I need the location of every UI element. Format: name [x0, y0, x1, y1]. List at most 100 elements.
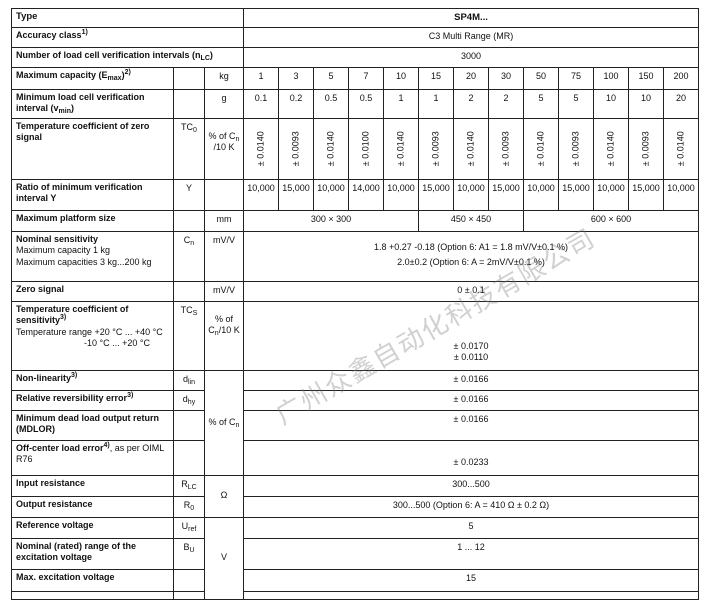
text: R [183, 499, 191, 510]
ratio-verification-interval-label: Ratio of minimum verification interval Y [11, 178, 174, 211]
value-line: 3000 [461, 50, 482, 61]
text: R [181, 478, 188, 489]
label-subline: Maximum capacity 1 kg [16, 245, 111, 255]
reference-voltage-value: 5 [242, 516, 700, 539]
label-title: Input resistance [16, 478, 85, 488]
text: Accuracy class [16, 29, 82, 40]
ratio-verification-interval-value: 14,000 [348, 178, 384, 211]
specification-table: Type SP4M... Accuracy class1) C3 Multi Ra… [11, 8, 700, 600]
footnote-marker: 3) [71, 371, 78, 379]
text: /10 K [218, 325, 240, 335]
label-title: Max. excitation voltage [16, 572, 115, 582]
ratio-verification-interval-unit [204, 178, 244, 211]
tc-zero-signal-value: ± 0.0140 [383, 117, 419, 180]
text: Maximum platform size [16, 212, 116, 223]
nominal-sensitivity-value: 1.8 +0.27 -0.18 (Option 6: A1 = 1.8 mV/V… [242, 230, 700, 282]
label-title: Accuracy class1) [16, 29, 88, 40]
tc-zero-signal-unit: % of Cn /10 K [204, 117, 244, 180]
label-title: Output resistance [16, 499, 93, 509]
output-resistance-row: Output resistance R0 300...500 (Option 6: … [11, 495, 700, 518]
subscript: n [235, 135, 240, 143]
max-platform-size-value: 600 × 600 [522, 209, 700, 232]
maximum-capacity-unit: kg [204, 66, 244, 90]
value-text: ± 0.0140 [465, 131, 476, 166]
type-label: Type [11, 8, 244, 28]
verification-intervals-value: 3000 [242, 46, 700, 68]
reversibility-error-symbol: dhy [173, 389, 205, 411]
label-title: Maximum capacity (Emax)2) [16, 68, 131, 82]
value-text: ± 0.0093 [640, 131, 651, 166]
text: B [183, 541, 190, 552]
text: Minimum load cell verification interval … [16, 91, 145, 114]
maximum-capacity-value: 7 [348, 66, 384, 90]
maximum-capacity-row: Maximum capacity (Emax)2) kg 1 3 5 7 10 15 20 30 5… [11, 66, 700, 90]
excitation-voltage-range-row: Nominal (rated) range of the excitation … [11, 537, 700, 570]
label-note: , as per OIML R76 [16, 442, 164, 465]
value-text: ± 0.0093 [500, 131, 511, 166]
label-subline: Maximum capacities 3 kg...200 kg [16, 256, 152, 267]
value-line: 5 [468, 520, 474, 531]
input-resistance-value: 300...500 [242, 474, 700, 497]
tc-sensitivity-unit: % of Cn/10 K [204, 300, 244, 371]
text: Minimum dead load output return (MDLOR) [16, 412, 159, 435]
ratio-verification-interval-value: 10,000 [383, 178, 419, 211]
text: d [182, 393, 188, 404]
accuracy-class-row: Accuracy class1) C3 Multi Range (MR) [11, 26, 700, 48]
subscript: 0 [193, 126, 197, 134]
min-verification-interval-value: 20 [662, 88, 700, 119]
excitation-voltage-range-symbol: BU [173, 537, 205, 570]
max-platform-size-value: 300 × 300 [243, 209, 419, 232]
subscript: S [192, 309, 198, 317]
mdlor-label: Minimum dead load output return (MDLOR) [11, 409, 174, 441]
label-title: Non-linearity3) [16, 371, 78, 383]
text: Maximum capacity (E [16, 69, 108, 80]
footnote-marker: 2) [124, 68, 131, 76]
verification-intervals-row: Number of load cell verification interva… [11, 46, 700, 68]
value-line: 15 [466, 572, 477, 583]
ratio-verification-interval-value: 10,000 [313, 178, 349, 211]
text: Reference voltage [16, 519, 94, 530]
min-verification-interval-value: 10 [628, 88, 664, 119]
text: TC [181, 121, 194, 132]
tc-zero-signal-value: ± 0.0140 [662, 117, 700, 180]
maximum-capacity-value: 50 [523, 66, 559, 90]
label-title: Off-center load error4) [16, 442, 110, 453]
value-line: ± 0.0166 [453, 413, 489, 424]
value-text: ± 0.0140 [325, 131, 336, 166]
value-line: ± 0.0110 [453, 352, 489, 362]
label-title: Nominal sensitivity [16, 234, 98, 244]
subscript: n [214, 330, 219, 337]
value-text: ± 0.0093 [290, 131, 301, 166]
min-verification-interval-value: 1 [418, 88, 454, 119]
tc-zero-signal-value: ± 0.0093 [628, 117, 664, 180]
subscript: hy [187, 398, 196, 406]
min-verification-interval-symbol [173, 88, 205, 119]
ratio-verification-interval-value: 10,000 [243, 178, 279, 211]
value-line: ± 0.0170 [453, 340, 489, 351]
off-center-load-error-symbol [173, 439, 205, 476]
text: % of C [208, 416, 236, 427]
reference-voltage-row: Reference voltage Uref V 5 [11, 516, 700, 600]
min-verification-interval-value: 0.1 [243, 88, 279, 119]
ratio-verification-interval-value: 15,000 [628, 178, 664, 211]
label-subline: Temperature range +20 °C ... +40 °C [16, 326, 163, 337]
tc-zero-signal-value: ± 0.0140 [523, 117, 559, 180]
footnote-marker: 3) [127, 391, 134, 399]
label-title: Number of load cell verification interva… [16, 49, 213, 62]
label-title: Reference voltage [16, 520, 94, 530]
label-title: Relative reversibility error3) [16, 391, 134, 403]
text: Max. excitation voltage [16, 571, 115, 582]
reference-voltage-unit: V [204, 516, 244, 600]
tc-sensitivity-value: ± 0.0170 ± 0.0110 [242, 300, 700, 371]
value-text: ± 0.0140 [255, 131, 266, 166]
text: Number of load cell verification interva… [16, 49, 201, 60]
mdlor-row: Minimum dead load output return (MDLOR) ±… [11, 409, 700, 441]
nominal-sensitivity-label: Nominal sensitivity Maximum capacity 1 kg… [11, 230, 174, 282]
max-excitation-voltage-value: 15 [242, 568, 700, 592]
zero-signal-symbol [173, 280, 205, 302]
non-linearity-value: ± 0.0166 [242, 369, 700, 391]
reference-voltage-symbol: Uref [173, 516, 205, 539]
label-title: Maximum platform size [16, 213, 116, 223]
value-text: ± 0.0140 [395, 131, 406, 166]
text: Non-linearity [16, 372, 72, 383]
